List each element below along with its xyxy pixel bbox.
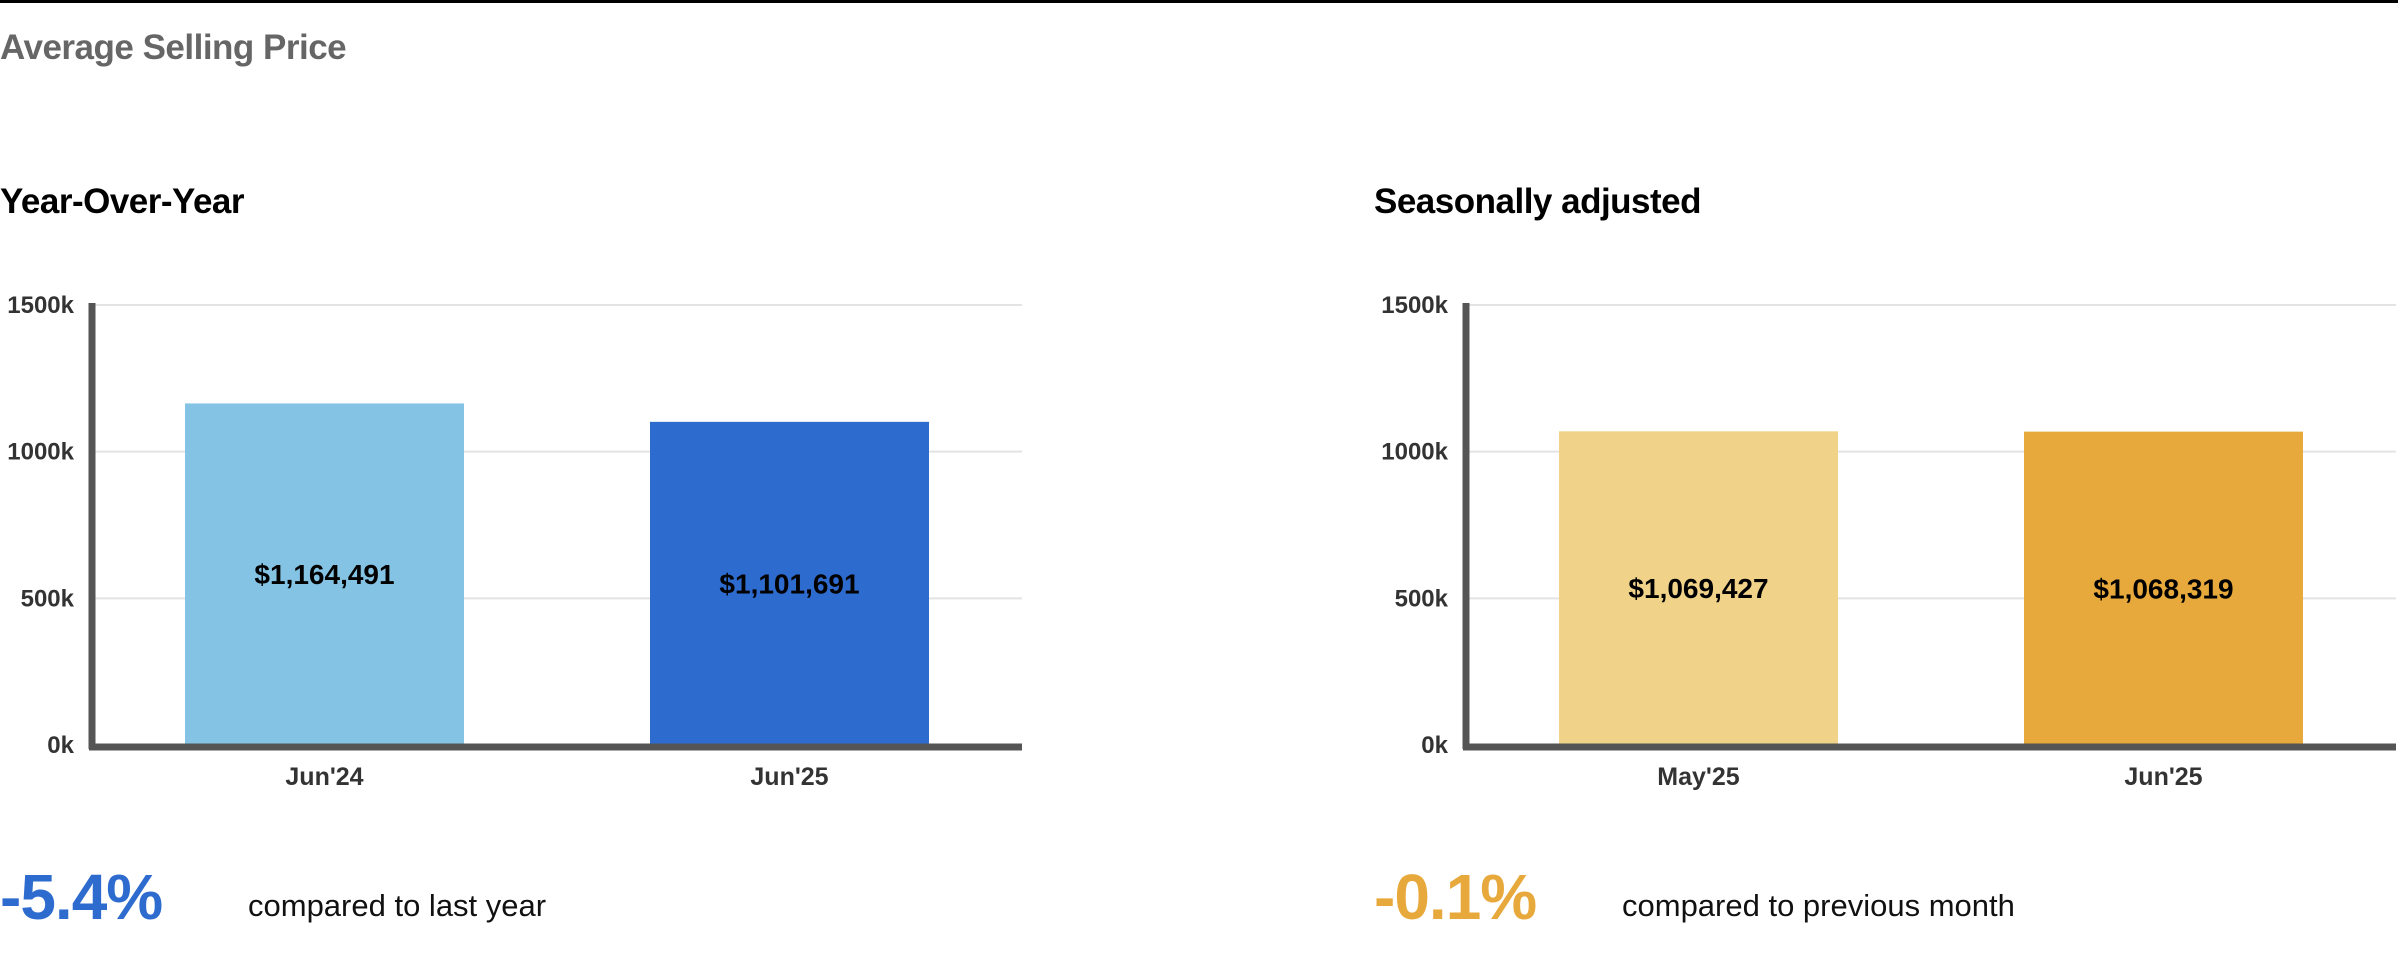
bar-chart-svg: 0k 500k 1000k 1500k $1,164,491 Jun'24 $1,101,6… <box>7 292 1022 791</box>
page-title: Average Selling Price <box>0 28 347 67</box>
bar <box>185 403 464 745</box>
chart-seasonally-adjusted: 0k 500k 1000k 1500k $1,069,427 May'25 $1,068,3… <box>1374 280 2398 800</box>
x-category-label: Jun'25 <box>750 763 828 791</box>
y-tick-label: 0k <box>1421 732 1448 759</box>
summary-percent: -5.4% <box>0 861 163 933</box>
y-tick-label: 1500k <box>1381 292 1448 319</box>
bar-data-label: $1,069,427 <box>1628 573 1768 604</box>
y-tick-label: 1000k <box>1381 439 1448 466</box>
y-tick-label: 500k <box>1395 585 1449 612</box>
y-tick-label: 0k <box>47 732 74 759</box>
y-tick-label: 1000k <box>7 439 74 466</box>
panel-title: Year-Over-Year <box>0 182 245 221</box>
bar <box>2024 431 2303 745</box>
y-tick-label: 500k <box>21 585 75 612</box>
bar-data-label: $1,068,319 <box>2093 573 2233 604</box>
chart-year-over-year: 0k 500k 1000k 1500k $1,164,491 Jun'24 $1,101,6… <box>0 280 1100 800</box>
panel-year-over-year: Year-Over-Year 0k 500k 1000k 1500k $1,164,49… <box>0 170 1100 950</box>
x-category-label: Jun'25 <box>2124 763 2202 791</box>
bar-chart-svg: 0k 500k 1000k 1500k $1,069,427 May'25 $1,068,3… <box>1381 292 2396 791</box>
x-category-label: Jun'24 <box>285 763 363 791</box>
summary-percent: -0.1% <box>1374 861 1537 933</box>
x-category-label: May'25 <box>1657 763 1739 791</box>
bar <box>1559 431 1838 745</box>
top-rule <box>0 0 2398 3</box>
bar-data-label: $1,164,491 <box>254 559 394 590</box>
bar-data-label: $1,101,691 <box>719 568 859 599</box>
bar <box>650 421 929 745</box>
y-tick-label: 1500k <box>7 292 74 319</box>
panel-title: Seasonally adjusted <box>1374 182 1702 221</box>
panel-seasonally-adjusted: Seasonally adjusted 0k 500k 1000k 1500k $1,0… <box>1374 170 2398 950</box>
summary-text: compared to previous month <box>1622 888 2015 923</box>
summary-text: compared to last year <box>248 888 547 923</box>
